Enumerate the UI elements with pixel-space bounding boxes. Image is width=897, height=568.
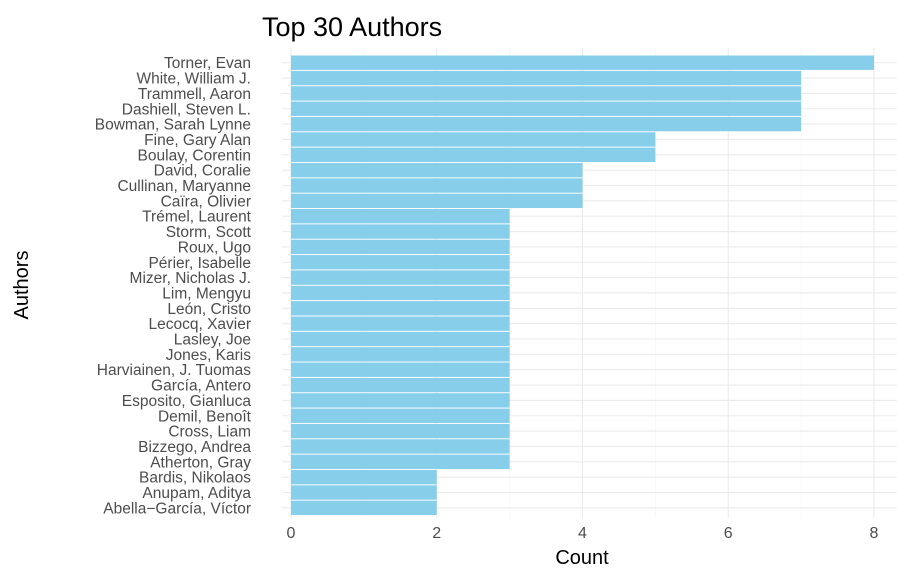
x-tick-label: 0 [287, 525, 296, 542]
bar [291, 270, 510, 285]
y-tick-label: Harviainen, J. Tuomas [97, 362, 251, 379]
y-tick-label: Dashiell, Steven L. [122, 101, 251, 118]
bar [291, 377, 510, 393]
bar [291, 469, 437, 485]
y-tick-label: Mizer, Nicholas J. [130, 270, 251, 287]
y-tick-label: Roux, Ugo [178, 239, 251, 256]
y-tick-label: Bizzego, Andrea [138, 439, 251, 456]
bar [291, 500, 437, 516]
bar [291, 147, 656, 162]
x-tick-label: 4 [578, 525, 587, 542]
bar [291, 347, 510, 362]
x-tick-label: 2 [432, 525, 441, 542]
bar [291, 255, 510, 270]
y-tick-label: Lasley, Joe [174, 332, 251, 349]
x-tick-labels: 0 2 4 6 8 [287, 525, 879, 542]
bar [291, 101, 802, 116]
bar [291, 485, 437, 500]
y-tick-label: Abella−García, Víctor [103, 500, 251, 517]
y-tick-label: Lecocq, Xavier [148, 316, 251, 333]
bar [291, 86, 802, 101]
y-tick-label: Jones, Karis [166, 347, 252, 364]
chart-title: Top 30 Authors [262, 12, 442, 42]
y-tick-label: León, Cristo [167, 301, 251, 318]
y-tick-label: David, Coralie [154, 163, 251, 180]
bar [291, 301, 510, 316]
x-tick-label: 6 [724, 525, 733, 542]
bar [291, 70, 802, 86]
bar [291, 285, 510, 301]
bar [291, 239, 510, 255]
bar [291, 454, 510, 469]
x-axis-title: Count [555, 547, 609, 568]
bar [291, 55, 874, 70]
x-tick-label: 8 [870, 525, 879, 542]
y-tick-label: Lim, Mengyu [162, 285, 251, 302]
bar [291, 423, 510, 439]
bar [291, 331, 510, 347]
y-tick-label: Cross, Liam [168, 424, 251, 441]
y-tick-label: Torner, Evan [164, 55, 251, 72]
y-tick-label: Caïra, Olivier [161, 193, 251, 210]
bar [291, 408, 510, 423]
bar [291, 393, 510, 408]
y-tick-label: Périer, Isabelle [148, 255, 251, 272]
y-tick-label: Bardis, Nikolaos [139, 470, 251, 487]
y-tick-label: García, Antero [151, 378, 251, 395]
bar [291, 178, 583, 193]
y-tick-label: Cullinan, Maryanne [117, 178, 251, 195]
bar [291, 162, 583, 178]
y-tick-label: White, William J. [136, 71, 251, 88]
y-axis-title: Authors [11, 251, 33, 320]
y-tick-label: Esposito, Gianluca [122, 393, 252, 410]
bar [291, 362, 510, 377]
bar [291, 209, 510, 224]
bar [291, 116, 802, 132]
y-tick-label: Trammell, Aaron [138, 86, 251, 103]
bar [291, 316, 510, 331]
y-tick-label: Demil, Benoît [158, 408, 252, 425]
bar [291, 193, 583, 209]
y-tick-label: Fine, Gary Alan [144, 132, 251, 149]
y-tick-label: Anupam, Aditya [142, 485, 251, 502]
bars [291, 55, 874, 516]
y-tick-label: Trémel, Laurent [142, 209, 252, 226]
y-tick-label: Atherton, Gray [150, 454, 251, 471]
y-tick-label: Bowman, Sarah Lynne [95, 117, 251, 134]
y-tick-label: Boulay, Corentin [138, 147, 251, 164]
bar [291, 439, 510, 454]
bar [291, 132, 656, 147]
bar [291, 224, 510, 239]
y-tick-label: Storm, Scott [166, 224, 252, 241]
